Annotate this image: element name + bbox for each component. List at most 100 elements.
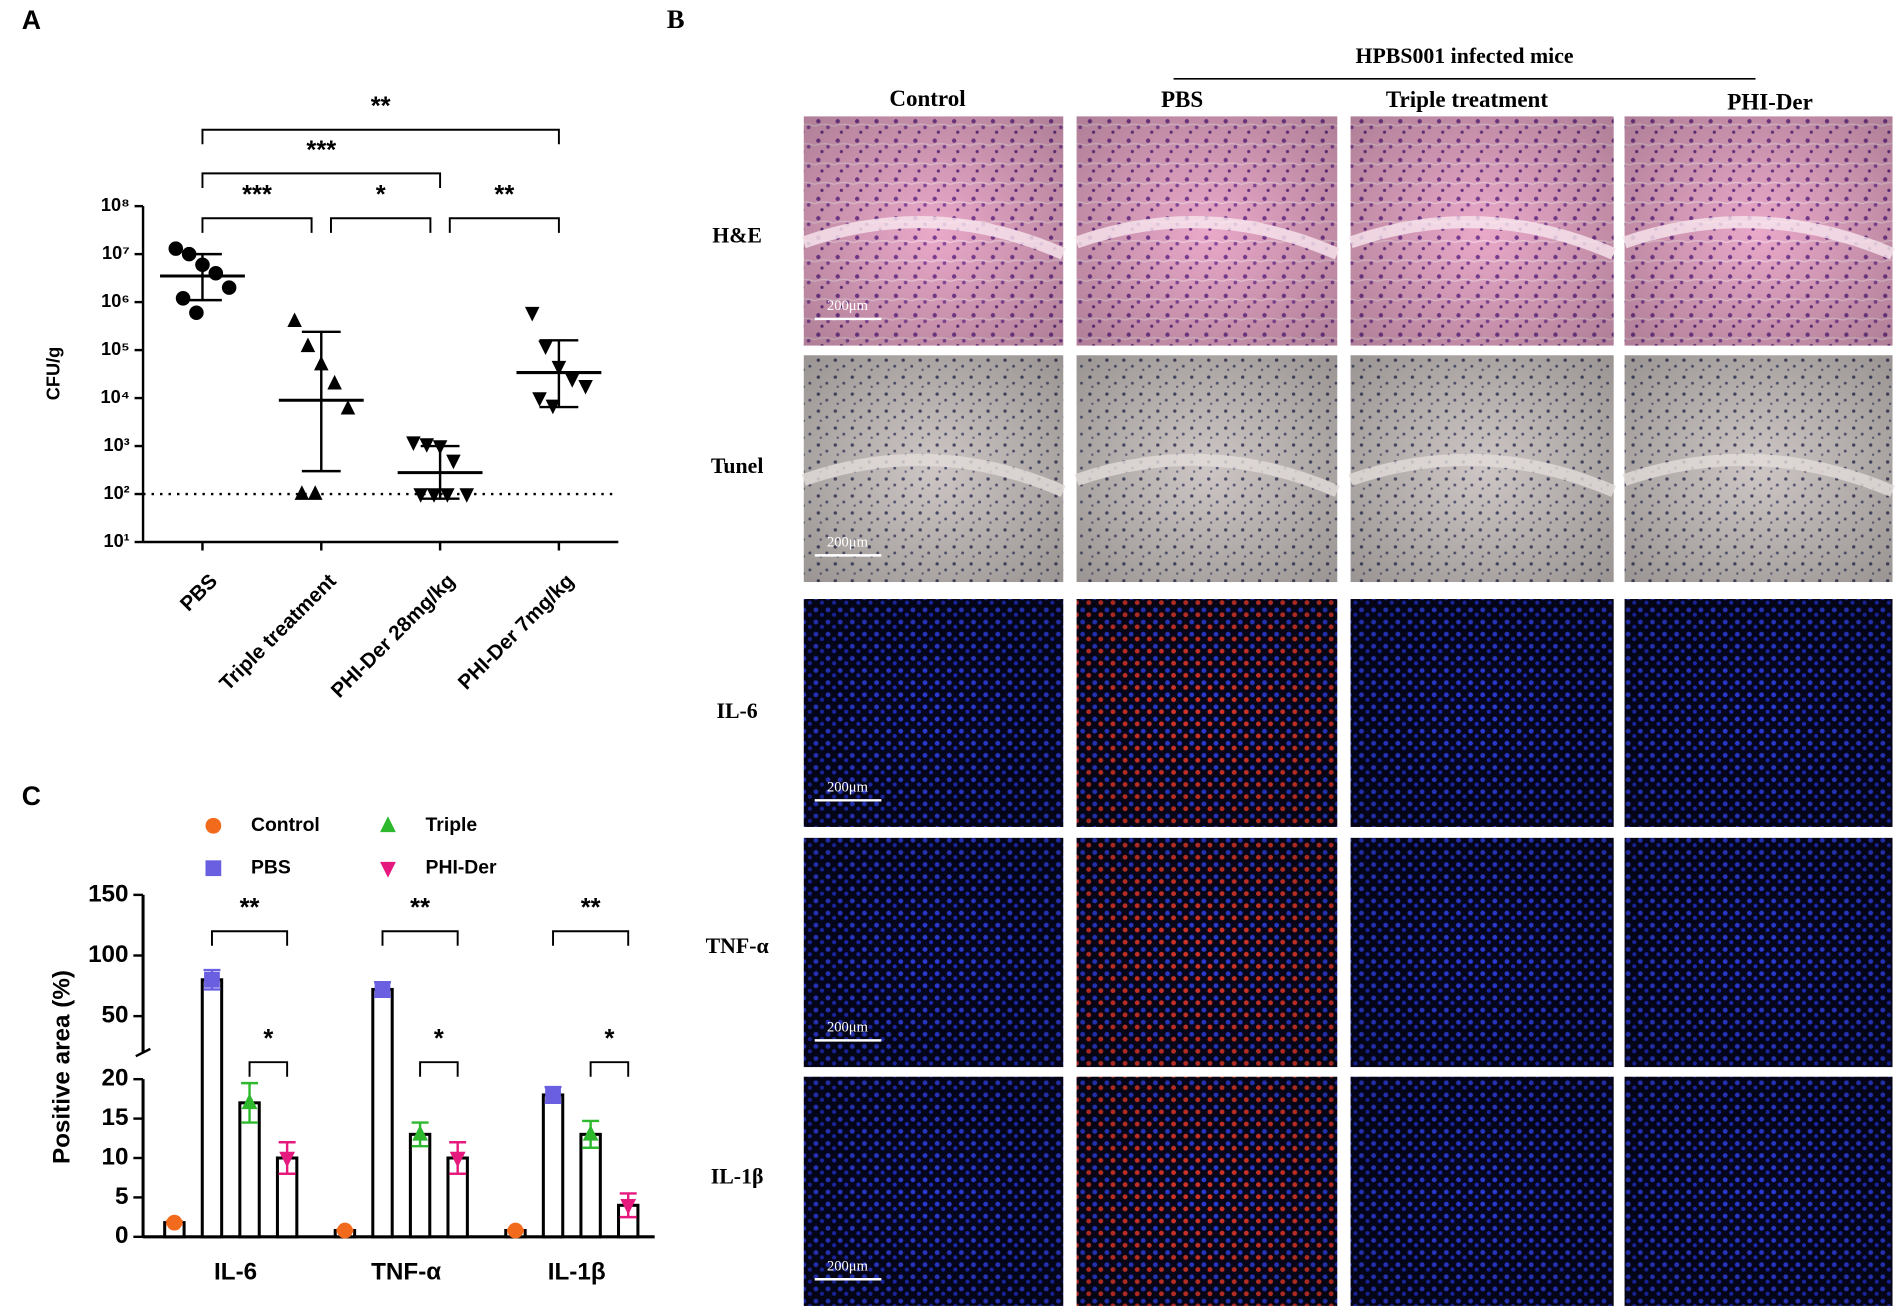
legend-label: PBS xyxy=(251,856,291,878)
scale-bar-label: 200μm xyxy=(827,780,869,796)
y-tick-label: 10² xyxy=(103,483,129,503)
y-tick-label: 10⁷ xyxy=(102,243,130,263)
data-point xyxy=(406,436,421,451)
significance-bracket xyxy=(381,930,459,946)
y-tick-label: 10⁸ xyxy=(101,195,130,215)
y-tick-label: 15 xyxy=(102,1104,129,1131)
axis-break xyxy=(135,1047,151,1058)
y-axis-label: CFU/g xyxy=(43,347,63,401)
y-tick-label: 5 xyxy=(115,1183,128,1210)
micrograph-shading xyxy=(1076,1076,1338,1306)
bar xyxy=(541,1093,565,1239)
data-point xyxy=(449,1151,466,1168)
data-point xyxy=(374,981,391,998)
x-tick-label: Triple treatment xyxy=(215,569,341,695)
data-point xyxy=(446,454,461,470)
x-tick-label: IL-6 xyxy=(214,1259,257,1286)
x-tick-label: IL-1β xyxy=(548,1259,606,1286)
micrograph-shading xyxy=(1624,599,1893,827)
data-point xyxy=(545,1087,561,1103)
y-tick-label: 150 xyxy=(88,880,128,907)
data-point xyxy=(307,485,323,500)
tissue-boundary xyxy=(1622,453,1895,497)
panel-label: C xyxy=(22,781,41,811)
x-tick-label: PHI-Der 28mg/kg xyxy=(327,570,460,703)
data-point xyxy=(413,488,428,503)
significance-bracket xyxy=(210,930,289,946)
data-point xyxy=(337,1222,353,1239)
row-label: TNF-α xyxy=(706,934,769,958)
significance-label: ** xyxy=(371,93,391,121)
data-point xyxy=(538,340,553,356)
panel-label: A xyxy=(22,5,41,35)
data-point xyxy=(175,291,191,306)
scale-bar-label: 200μm xyxy=(827,1020,869,1036)
legend-marker xyxy=(205,817,222,834)
significance-label: * xyxy=(376,181,386,209)
significance-label: * xyxy=(604,1025,614,1053)
error-bar xyxy=(539,339,579,409)
data-point xyxy=(279,1151,296,1168)
x-tick-label: PHI-Der 7mg/kg xyxy=(454,570,579,695)
tissue-boundary xyxy=(1622,216,1895,260)
error-bar xyxy=(183,252,222,302)
significance-bracket xyxy=(201,128,560,145)
data-point xyxy=(221,280,237,295)
error-bar xyxy=(420,444,460,500)
data-point xyxy=(507,1222,524,1239)
tissue-boundary xyxy=(801,216,1066,260)
data-point xyxy=(340,399,356,415)
y-tick-label: 10⁵ xyxy=(101,339,130,359)
data-point xyxy=(524,306,540,322)
micrograph-shading xyxy=(1076,837,1338,1068)
significance-label: * xyxy=(263,1025,273,1053)
micrograph-shading xyxy=(803,1076,1064,1306)
x-tick-label: PBS xyxy=(176,570,222,616)
data-point xyxy=(287,312,302,328)
micrograph-shading xyxy=(1350,837,1614,1068)
data-point xyxy=(241,1093,258,1110)
significance-label: *** xyxy=(306,136,336,164)
y-tick-label: 10 xyxy=(102,1143,129,1170)
micrograph-shading xyxy=(1350,1076,1614,1306)
data-point xyxy=(564,373,580,388)
error-bar xyxy=(301,330,341,473)
scale-bar-label: 200μm xyxy=(827,298,869,314)
y-tick-label: 10³ xyxy=(103,435,129,455)
group-header: HPBS001 infected mice xyxy=(1356,44,1574,68)
significance-bracket xyxy=(552,930,630,946)
data-point xyxy=(168,241,184,256)
data-point xyxy=(166,1214,183,1231)
y-tick-label: 0 xyxy=(115,1222,128,1249)
significance-bracket xyxy=(201,217,313,233)
row-label: IL-6 xyxy=(717,699,758,723)
tissue-boundary xyxy=(1074,453,1340,497)
legend-label: Triple xyxy=(426,814,478,836)
legend-label: PHI-Der xyxy=(426,856,498,878)
data-point xyxy=(578,380,593,395)
scale-bar-label: 200μm xyxy=(827,1258,869,1274)
bar xyxy=(200,978,224,1239)
column-label: PHI-Der xyxy=(1727,89,1813,115)
significance-bracket xyxy=(201,172,442,188)
significance-bracket xyxy=(330,217,432,233)
significance-bracket xyxy=(448,217,560,233)
data-point xyxy=(582,1124,599,1141)
micrograph-shading xyxy=(803,599,1064,827)
legend-marker xyxy=(205,860,222,877)
tissue-boundary xyxy=(1348,453,1617,497)
row-label: IL-1β xyxy=(711,1165,764,1189)
column-label: PBS xyxy=(1161,86,1203,112)
y-tick-label: 10⁶ xyxy=(101,291,130,311)
significance-label: ** xyxy=(410,894,430,922)
y-tick-label: 10⁴ xyxy=(101,387,130,407)
legend-marker xyxy=(380,861,396,878)
micrograph-shading xyxy=(1624,1076,1893,1306)
bar xyxy=(408,1132,432,1239)
column-label: Triple treatment xyxy=(1386,86,1548,112)
data-point xyxy=(426,488,442,503)
data-point xyxy=(440,488,455,503)
